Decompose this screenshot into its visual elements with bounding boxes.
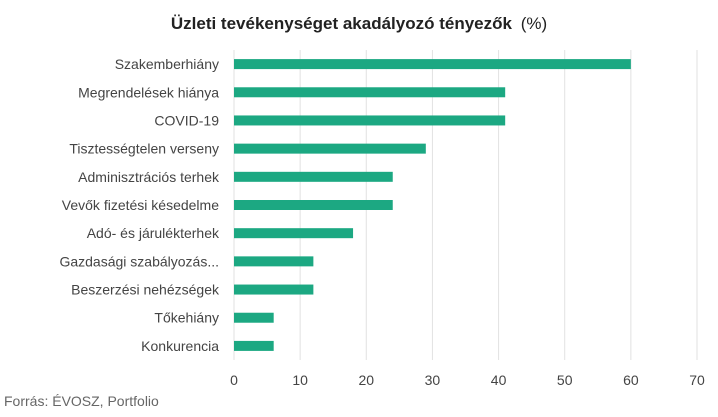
x-tick-label: 30: [425, 372, 441, 388]
x-tick-label: 50: [557, 372, 573, 388]
category-labels: Szakemberhiány Megrendelések hiánya COVID-…: [59, 56, 220, 354]
x-tick-label: 10: [292, 372, 308, 388]
chart-title-unit: (%): [521, 14, 547, 33]
bar[interactable]: [234, 312, 274, 323]
category-label: Szakemberhiány: [115, 56, 219, 72]
category-label: COVID-19: [154, 112, 219, 128]
bar[interactable]: [234, 284, 314, 295]
bars: [234, 59, 631, 351]
x-tick-label: 60: [623, 372, 639, 388]
category-label: Beszerzési nehézségek: [71, 282, 220, 298]
x-tick-labels: 0 10 20 30 40 50 60 70: [230, 372, 705, 388]
category-label: Adminisztrációs terhek: [78, 169, 220, 185]
bar[interactable]: [234, 59, 631, 70]
bar[interactable]: [234, 87, 506, 98]
bar[interactable]: [234, 200, 393, 210]
x-tick-label: 20: [358, 372, 374, 388]
category-label: Adó- és járulékterhek: [87, 225, 220, 241]
category-label: Tisztességtelen verseny: [69, 141, 219, 157]
bar[interactable]: [234, 256, 314, 267]
bar[interactable]: [234, 340, 274, 351]
x-tick-label: 40: [491, 372, 507, 388]
x-tick-label: 70: [689, 372, 705, 388]
chart-title-text: Üzleti tevékenységet akadályozó tényezők: [171, 14, 513, 33]
bar[interactable]: [234, 143, 426, 154]
category-label: Vevők fizetési késedelme: [62, 197, 219, 213]
source-note: Forrás: ÉVOSZ, Portfolio: [4, 393, 159, 409]
bar[interactable]: [234, 228, 354, 239]
category-label: Tőkehiány: [154, 310, 219, 326]
category-label: Megrendelések hiánya: [78, 84, 219, 100]
x-tick-label: 0: [230, 372, 238, 388]
bar[interactable]: [234, 115, 506, 126]
category-label: Gazdasági szabályozás...: [59, 253, 219, 269]
category-label: Konkurencia: [141, 338, 219, 354]
bar[interactable]: [234, 171, 393, 182]
chart-title: Üzleti tevékenységet akadályozó tényezők…: [171, 14, 547, 33]
